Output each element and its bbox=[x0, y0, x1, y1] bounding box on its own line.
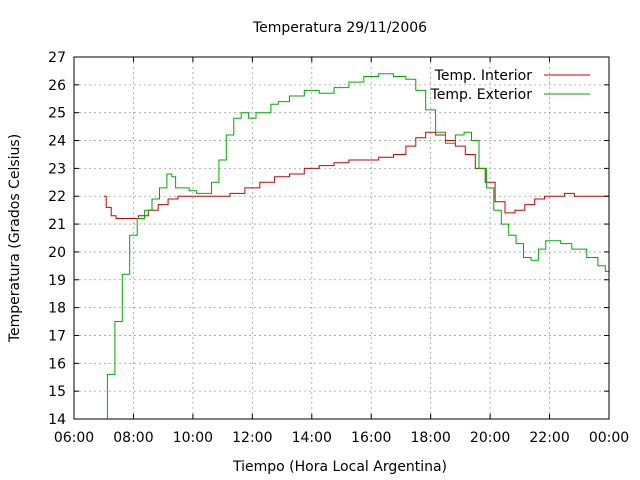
y-tick-label: 15 bbox=[48, 384, 66, 400]
y-tick-label: 18 bbox=[48, 301, 66, 317]
y-tick-label: 23 bbox=[48, 161, 66, 177]
y-tick-label: 27 bbox=[48, 50, 66, 66]
x-tick-label: 22:00 bbox=[529, 430, 569, 446]
x-tick-label: 16:00 bbox=[351, 430, 391, 446]
y-axis-label: Temperatura (Grados Celsius) bbox=[7, 134, 23, 343]
x-tick-label: 12:00 bbox=[232, 430, 272, 446]
y-tick-label: 16 bbox=[48, 356, 66, 372]
x-axis-label: Tiempo (Hora Local Argentina) bbox=[232, 459, 447, 475]
x-tick-label: 06:00 bbox=[54, 430, 94, 446]
x-tick-label: 08:00 bbox=[113, 430, 153, 446]
grid bbox=[74, 57, 609, 419]
y-tick-label: 25 bbox=[48, 106, 66, 122]
y-tick-label: 22 bbox=[48, 189, 66, 205]
series-line-temp-interior bbox=[103, 131, 609, 219]
y-tick-label: 14 bbox=[48, 412, 66, 428]
x-tick-label: 00:00 bbox=[589, 430, 629, 446]
y-tick-label: 20 bbox=[48, 245, 66, 261]
legend-label: Temp. Exterior bbox=[430, 87, 533, 103]
x-tick-label: 18:00 bbox=[410, 430, 450, 446]
y-tick-label: 24 bbox=[48, 134, 66, 150]
legend: Temp. Interior Temp. Exterior bbox=[430, 68, 590, 103]
y-tick-label: 26 bbox=[48, 78, 66, 94]
series-line-temp-exterior bbox=[103, 73, 609, 420]
tick-layer: 06:00 08:00 10:00 12:00 14:00 16:00 18:00 20:00… bbox=[48, 50, 629, 446]
y-tick-label: 19 bbox=[48, 273, 66, 289]
y-tick-label: 17 bbox=[48, 328, 66, 344]
plot-frame bbox=[73, 56, 610, 420]
x-tick-label: 10:00 bbox=[173, 430, 213, 446]
x-tick-label: 14:00 bbox=[292, 430, 332, 446]
legend-label: Temp. Interior bbox=[434, 68, 533, 84]
y-tick-label: 21 bbox=[48, 217, 66, 233]
chart-title: Temperatura 29/11/2006 bbox=[252, 20, 427, 36]
x-tick-label: 20:00 bbox=[470, 430, 510, 446]
series-layer bbox=[103, 73, 609, 420]
